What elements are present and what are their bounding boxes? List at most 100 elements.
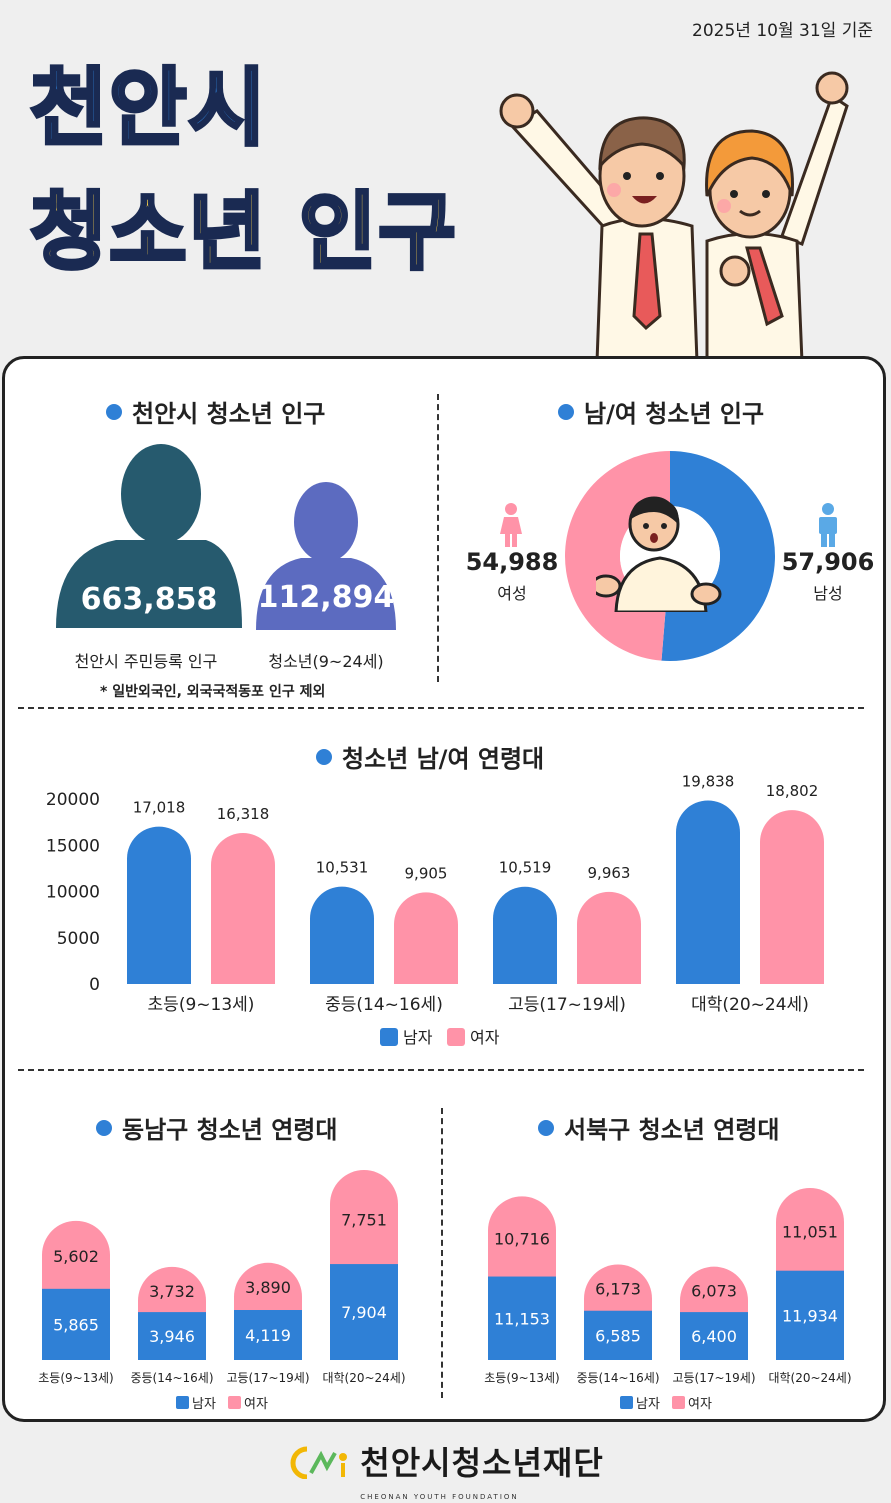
bar-male (310, 886, 374, 984)
bar-male (676, 800, 740, 984)
x-category-label: 고등(17~19세) (226, 1371, 309, 1385)
legend-swatch-female (228, 1396, 241, 1409)
stack-bar-female (42, 1220, 110, 1291)
age-bar-chart: 20000 15000 10000 5000 0 17,018 16,318 초등(9~13세… (46, 772, 824, 1047)
stack-label-male: 11,153 (494, 1309, 550, 1328)
cheering-students-illustration (499, 71, 849, 362)
resident-population-label: 천안시 주민등록 인구 (74, 652, 218, 671)
stack-bar-male (42, 1288, 110, 1360)
stack-label-male: 6,400 (691, 1327, 737, 1346)
bar-male (493, 886, 557, 984)
bar-data-label: 10,531 (316, 859, 369, 877)
stack-label-male: 11,934 (782, 1306, 838, 1325)
youth-population-value: 112,894 (257, 580, 395, 615)
stack-label-female: 3,890 (245, 1278, 291, 1297)
legend-swatch-male (620, 1396, 633, 1409)
section-divider (18, 707, 864, 709)
legend-label-male: 남자 (192, 1397, 216, 1412)
stack-label-male: 5,865 (53, 1315, 99, 1334)
footer: 천안시청소년재단 CHEONAN YOUTH FOUNDATION (0, 1438, 891, 1503)
x-category-label: 초등(9~13세) (148, 995, 255, 1015)
stack-label-female: 3,732 (149, 1282, 195, 1301)
stack-bar-male (234, 1310, 302, 1360)
x-category-label: 중등(14~16세) (576, 1371, 659, 1385)
foundation-name: 천안시청소년재단 (360, 1444, 604, 1482)
resident-person-icon (56, 444, 242, 628)
bar-data-label: 9,963 (588, 864, 631, 882)
bar-data-label: 17,018 (133, 799, 186, 817)
foundation-logo-icon (290, 1446, 348, 1480)
x-category-label: 초등(9~13세) (484, 1371, 559, 1385)
page-title-line2: 청소년 인구 (28, 183, 458, 281)
population-footnote: * 일반외국인, 외국국적동포 인구 제외 (100, 684, 326, 700)
legend-swatch-female (672, 1396, 685, 1409)
bar-female (211, 833, 275, 984)
stack-bar-male (488, 1276, 556, 1360)
female-population-label: 여성 (497, 584, 527, 603)
stack-label-female: 11,051 (782, 1222, 838, 1241)
stack-label-male: 3,946 (149, 1327, 195, 1346)
male-person-icon (819, 503, 837, 547)
section-divider (437, 394, 439, 682)
y-tick-label: 20000 (46, 790, 100, 810)
x-category-label: 대학(20~24세) (768, 1371, 851, 1385)
x-category-label: 초등(9~13세) (38, 1371, 113, 1385)
youth-person-icon (256, 482, 396, 630)
stack-label-female: 6,073 (691, 1282, 737, 1301)
bar-female (760, 810, 824, 984)
male-population-value: 57,906 (781, 548, 875, 576)
y-tick-label: 10000 (46, 883, 100, 903)
legend-label-male: 남자 (403, 1028, 433, 1047)
reference-date: 2025년 10월 31일 기준 (692, 21, 873, 41)
y-tick-label: 5000 (57, 929, 100, 949)
stack-label-male: 6,585 (595, 1326, 641, 1345)
female-person-icon (500, 503, 522, 547)
bar-data-label: 16,318 (217, 805, 270, 823)
bar-data-label: 18,802 (766, 782, 819, 800)
stack-bar-male (138, 1312, 206, 1360)
gender-section-title: 남/여 청소년 인구 (558, 394, 764, 429)
x-category-label: 고등(17~19세) (508, 995, 626, 1015)
bullet-icon (316, 749, 332, 765)
bar-female (577, 891, 641, 984)
page-title-line1: 천안시 (28, 59, 268, 157)
female-population-value: 54,988 (465, 548, 559, 576)
stack-bar-female (234, 1262, 302, 1313)
stack-bar-female (330, 1170, 398, 1267)
stack-label-female: 7,751 (341, 1211, 387, 1230)
seobuk-section-title: 서북구 청소년 연령대 (538, 1110, 779, 1145)
bar-data-label: 9,905 (405, 864, 448, 882)
stack-bar-male (584, 1310, 652, 1360)
legend-swatch-male (176, 1396, 189, 1409)
bullet-icon (106, 404, 122, 420)
y-tick-label: 15000 (46, 836, 100, 856)
legend-label-female: 여자 (244, 1397, 268, 1412)
dongnam-section-title: 동남구 청소년 연령대 (96, 1110, 337, 1145)
student-illustration (596, 496, 722, 612)
stack-bar-male (330, 1264, 398, 1360)
stack-bar-male (776, 1270, 844, 1360)
bar-female (394, 892, 458, 984)
dongnam-stacked-chart: 5,865 5,602 초등(9~13세) 3,946 3,732 중등(14~16세) 4… (38, 1170, 406, 1412)
bar-male (127, 826, 191, 984)
legend-label-female: 여자 (688, 1397, 712, 1412)
bar-data-label: 10,519 (499, 859, 552, 877)
stack-bar-female (138, 1266, 206, 1315)
stack-label-female: 6,173 (595, 1280, 641, 1299)
stack-bar-female (680, 1266, 748, 1315)
population-section-title: 천안시 청소년 인구 (106, 394, 325, 429)
legend-swatch-female (447, 1028, 465, 1046)
section-divider (18, 1069, 864, 1071)
age-chart-section-title: 청소년 남/여 연령대 (316, 739, 544, 774)
male-population-label: 남성 (813, 584, 843, 603)
bar-data-label: 19,838 (682, 772, 735, 790)
seobuk-stacked-chart: 11,153 10,716 초등(9~13세) 6,585 6,173 중등(14~16세… (484, 1188, 852, 1412)
stack-label-male: 4,119 (245, 1326, 291, 1345)
x-category-label: 중등(14~16세) (325, 995, 443, 1015)
foundation-subtitle: CHEONAN YOUTH FOUNDATION (360, 1493, 519, 1501)
stack-bar-female (584, 1264, 652, 1313)
section-divider (441, 1108, 443, 1398)
stack-bar-male (680, 1312, 748, 1360)
x-category-label: 대학(20~24세) (691, 995, 809, 1015)
stack-label-female: 10,716 (494, 1229, 550, 1248)
